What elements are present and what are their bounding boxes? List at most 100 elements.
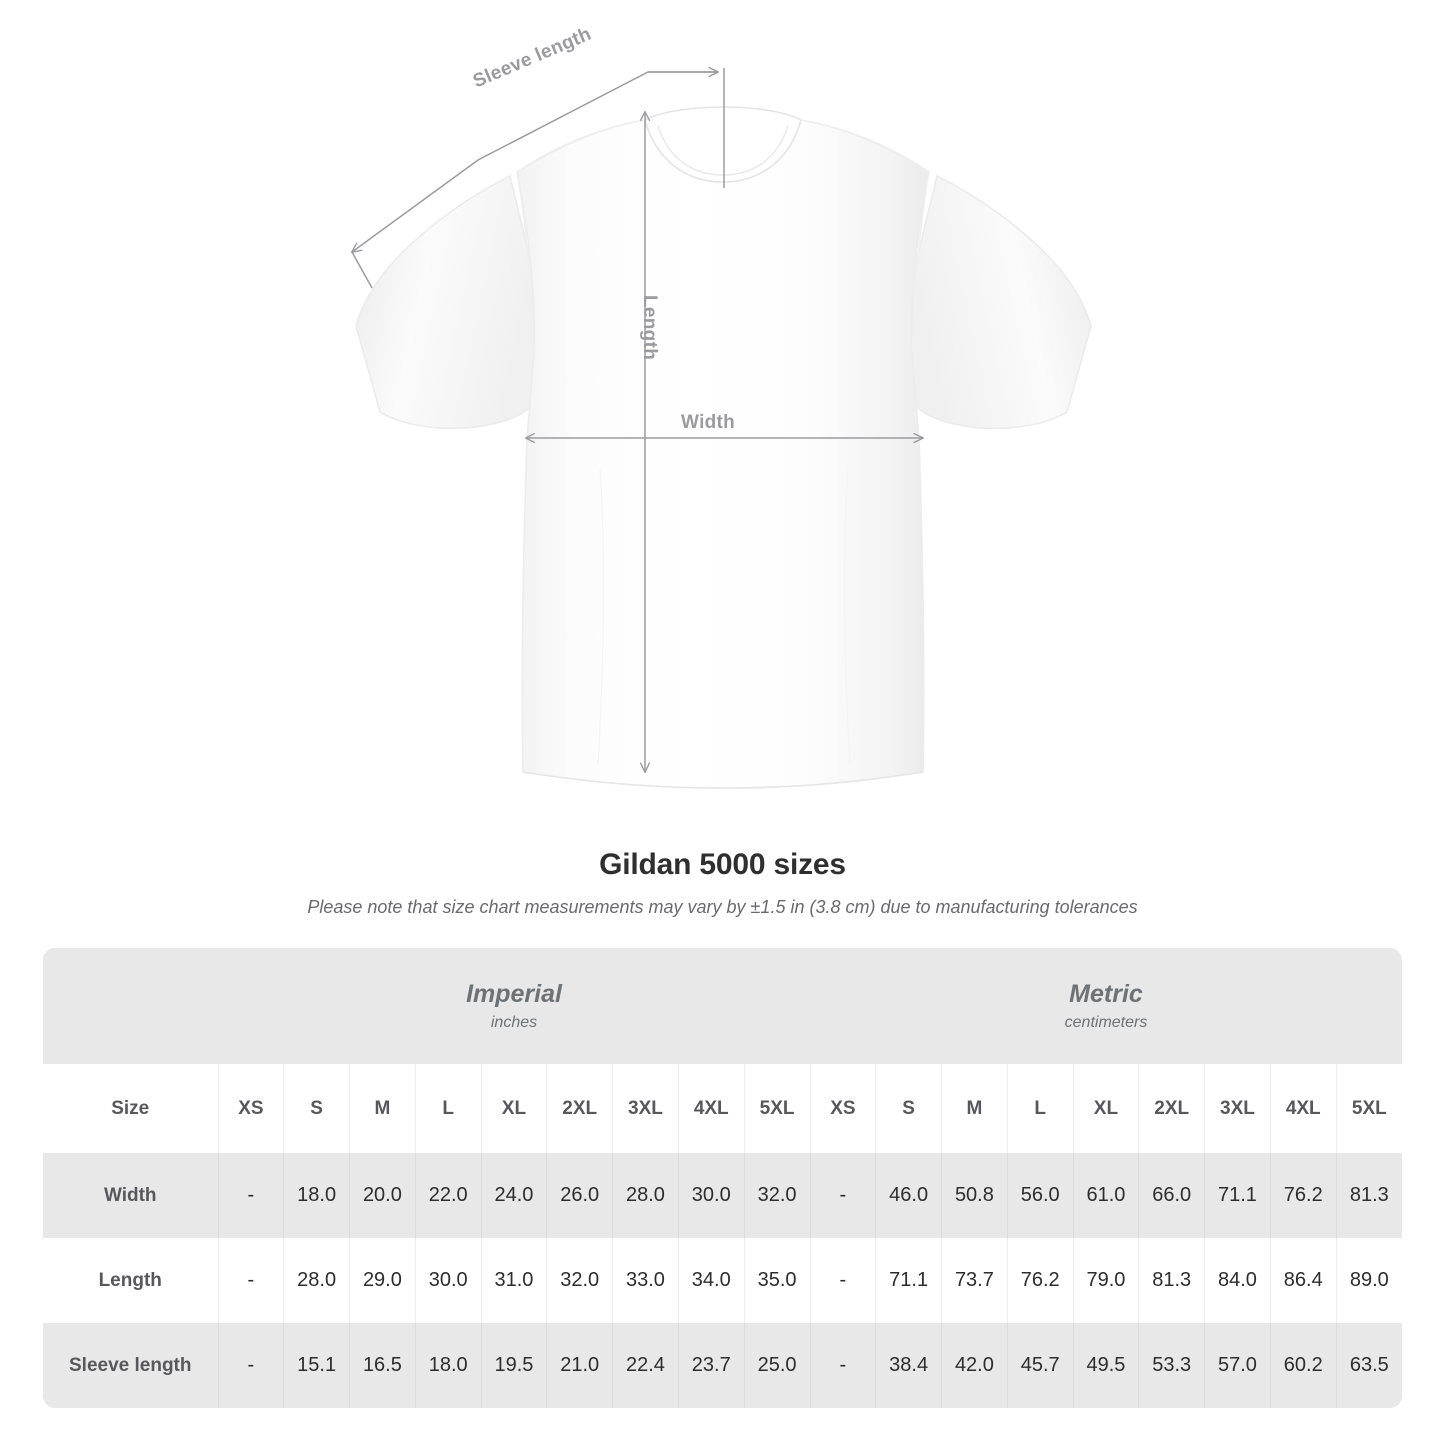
measurement-value-cell: 33.0 xyxy=(612,1238,679,1323)
measurement-value-cell: 25.0 xyxy=(743,1323,810,1408)
size-chart-table-container: Imperial inches Metric centimeters Size … xyxy=(43,948,1402,1408)
measurement-value-cell: 61.0 xyxy=(1072,1153,1139,1238)
unit-group-metric: Metric centimeters xyxy=(810,948,1402,1064)
measurement-value-cell: 76.2 xyxy=(1006,1238,1074,1323)
size-header-cell: 4XL xyxy=(1269,1064,1337,1153)
size-header-cell: L xyxy=(1006,1064,1074,1153)
size-header-cell: L xyxy=(414,1064,482,1153)
measurement-value-cell: 76.2 xyxy=(1269,1153,1337,1238)
shirt-fold-left xyxy=(597,469,605,765)
measurement-value-cell: 30.0 xyxy=(677,1153,745,1238)
measurement-value-cell: 89.0 xyxy=(1335,1238,1402,1323)
measurement-value-cell: 22.0 xyxy=(414,1153,482,1238)
measurement-value-cell: 18.0 xyxy=(283,1153,350,1238)
measurement-value-cell: 18.0 xyxy=(414,1323,482,1408)
measurement-value-cell: 42.0 xyxy=(941,1323,1008,1408)
page-subtitle: Please note that size chart measurements… xyxy=(307,897,1138,917)
measurement-value-cell: 84.0 xyxy=(1204,1238,1271,1323)
table-row: Sleeve length -15.1 16.5 18.0 19.5 21.0 22.4 23… xyxy=(43,1323,1402,1408)
measurement-value-cell: 49.5 xyxy=(1072,1323,1139,1408)
tshirt-measurement-diagram: Sleeve length Length Width xyxy=(0,0,1092,789)
measurement-value-cell: 34.0 xyxy=(677,1238,745,1323)
size-header-cell: XS xyxy=(217,1064,284,1153)
size-header-cell: 2XL xyxy=(1138,1064,1205,1153)
unit-group-metric-name: Metric xyxy=(1069,979,1143,1008)
measurement-value-cell: 46.0 xyxy=(875,1153,942,1238)
size-header-cell: XL xyxy=(480,1064,547,1153)
measurement-value-cell: 73.7 xyxy=(941,1238,1008,1323)
unit-band-spacer xyxy=(43,948,218,1064)
sleeve-length-end-tick xyxy=(351,251,373,289)
measurement-value-cell: 71.1 xyxy=(1204,1153,1271,1238)
size-header-cell: 4XL xyxy=(677,1064,745,1153)
shirt-left-sleeve xyxy=(355,174,541,430)
length-label: Length xyxy=(639,295,660,361)
measurement-value-cell: 20.0 xyxy=(349,1153,416,1238)
measurement-value-cell: 28.0 xyxy=(612,1153,679,1238)
measurement-value-cell: - xyxy=(809,1153,876,1238)
measurement-value-cell: - xyxy=(809,1238,876,1323)
measurement-row-label: Length xyxy=(43,1238,218,1323)
shirt-fold-right xyxy=(843,469,851,765)
measurement-value-cell: 71.1 xyxy=(875,1238,942,1323)
shirt-neck-inner-line xyxy=(657,125,789,176)
measurement-value-cell: 23.7 xyxy=(677,1323,745,1408)
tshirt-illustration xyxy=(0,0,1092,789)
unit-group-row: Imperial inches Metric centimeters xyxy=(43,948,1402,1064)
size-header-cell: M xyxy=(349,1064,416,1153)
measurement-value-cell: 16.5 xyxy=(349,1323,416,1408)
row-header-size-label: Size xyxy=(43,1064,218,1153)
size-header-row: Size XS S M L XL 2XL 3XL 4XL 5XL XS S M L XL 2XL 3XL 4XL… xyxy=(43,1064,1402,1153)
shirt-right-sleeve xyxy=(906,174,1092,430)
measurement-value-cell: 57.0 xyxy=(1204,1323,1271,1408)
size-header-cell: S xyxy=(283,1064,350,1153)
size-header-cell: S xyxy=(875,1064,942,1153)
shirt-body xyxy=(516,119,930,789)
measurement-value-cell: 30.0 xyxy=(414,1238,482,1323)
unit-group-imperial: Imperial inches xyxy=(218,948,810,1064)
measurement-value-cell: 19.5 xyxy=(480,1323,547,1408)
measurement-value-cell: 63.5 xyxy=(1335,1323,1402,1408)
size-header-cell: XS xyxy=(809,1064,876,1153)
measurement-value-cell: 28.0 xyxy=(283,1238,350,1323)
measurement-value-cell: 31.0 xyxy=(480,1238,547,1323)
size-header-cell: XL xyxy=(1072,1064,1139,1153)
measurement-value-cell: - xyxy=(217,1153,284,1238)
size-chart-table: Imperial inches Metric centimeters Size … xyxy=(43,948,1402,1408)
measurement-value-cell: 26.0 xyxy=(546,1153,613,1238)
measurement-value-cell: 81.3 xyxy=(1138,1238,1205,1323)
measurement-value-cell: 38.4 xyxy=(875,1323,942,1408)
unit-group-imperial-name: Imperial xyxy=(466,979,562,1008)
measurement-value-cell: - xyxy=(217,1238,284,1323)
measurement-value-cell: 45.7 xyxy=(1006,1323,1074,1408)
measurement-value-cell: 29.0 xyxy=(349,1238,416,1323)
measurement-value-cell: 22.4 xyxy=(612,1323,679,1408)
size-header-cell: 2XL xyxy=(546,1064,613,1153)
width-label: Width xyxy=(681,412,736,433)
measurement-value-cell: 60.2 xyxy=(1269,1323,1337,1408)
shirt-right-shoulder-seam xyxy=(800,119,930,173)
size-header-cell: 3XL xyxy=(612,1064,679,1153)
measurement-row-label: Width xyxy=(43,1153,218,1238)
page-title: Gildan 5000 sizes xyxy=(599,848,846,881)
size-header-cell: 5XL xyxy=(1335,1064,1402,1153)
measurement-value-cell: 32.0 xyxy=(546,1238,613,1323)
measurement-value-cell: - xyxy=(809,1323,876,1408)
measurement-value-cell: 81.3 xyxy=(1335,1153,1402,1238)
table-row: Length -28.0 29.0 30.0 31.0 32.0 33.0 34.0 35.0-… xyxy=(43,1238,1402,1323)
measurement-value-cell: 86.4 xyxy=(1269,1238,1337,1323)
measurement-value-cell: 79.0 xyxy=(1072,1238,1139,1323)
measurement-value-cell: 53.3 xyxy=(1138,1323,1205,1408)
size-header-cell: M xyxy=(941,1064,1008,1153)
size-header-cell: 5XL xyxy=(743,1064,810,1153)
unit-group-imperial-unit: inches xyxy=(490,1014,538,1032)
measurement-value-cell: 50.8 xyxy=(941,1153,1008,1238)
shirt-left-shoulder-seam xyxy=(516,119,646,173)
measurement-value-cell: 35.0 xyxy=(743,1238,810,1323)
measurement-value-cell: 24.0 xyxy=(480,1153,547,1238)
shirt-right-armhole-seam xyxy=(911,171,930,353)
shirt-left-armhole-seam xyxy=(516,171,535,353)
measurement-value-cell: 56.0 xyxy=(1006,1153,1074,1238)
measurement-value-cell: - xyxy=(217,1323,284,1408)
size-header-cell: 3XL xyxy=(1204,1064,1271,1153)
